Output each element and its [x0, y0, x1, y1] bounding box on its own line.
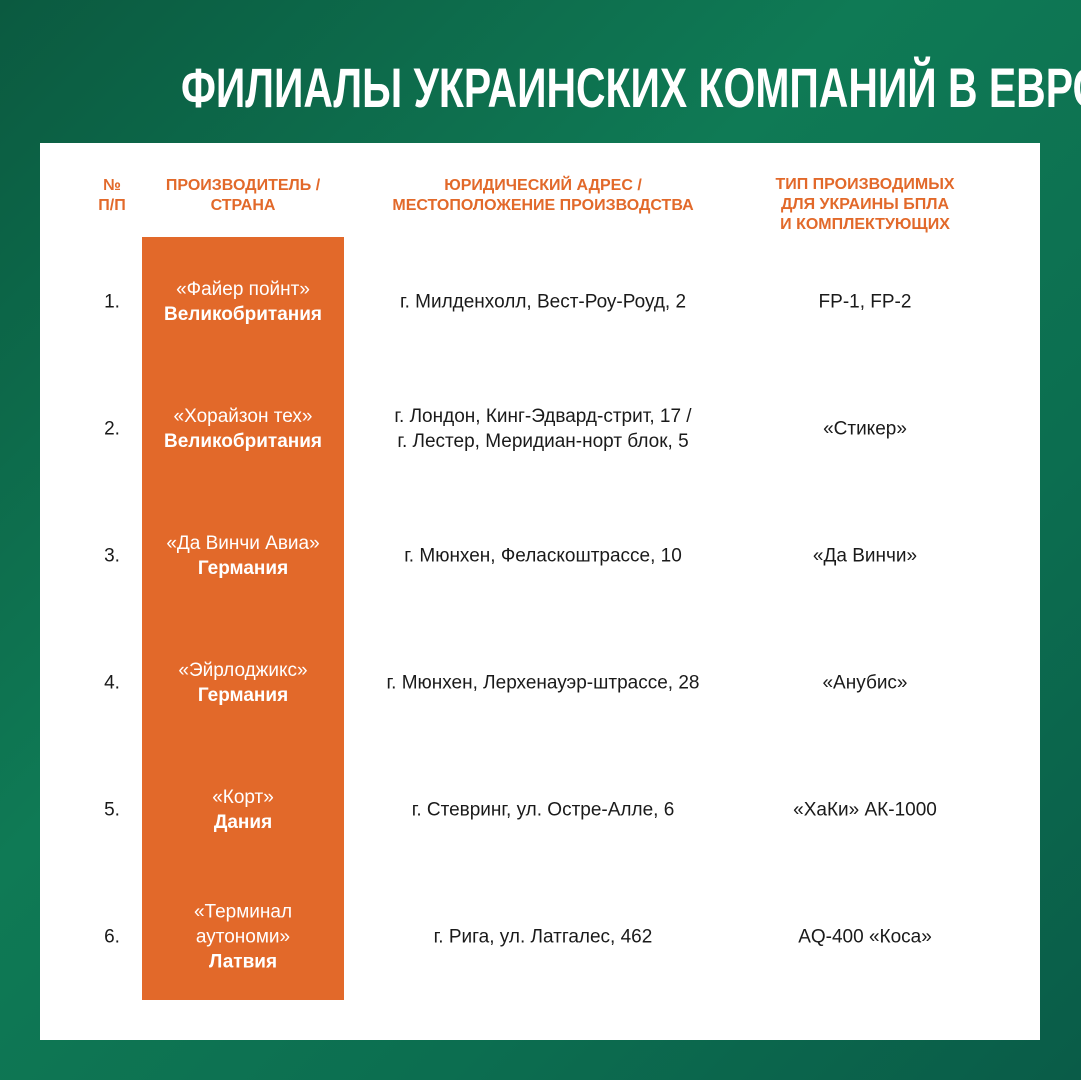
company-name: «Терминал [193, 901, 293, 923]
type-cell: «Да Винчи» [813, 544, 917, 569]
country: Германия [197, 558, 289, 579]
company-cell: «Хорайзон тех» Великобритания [164, 404, 322, 454]
address-cell: г. Милденхолл, Вест-Роу-Роуд, 2 [400, 290, 686, 315]
header-text: № [103, 177, 121, 194]
type-cell: «Стикер» [823, 417, 907, 442]
company-column-background [142, 237, 344, 1000]
header-text: И КОМПЛЕКТУЮЩИХ [780, 216, 950, 233]
company-name: «Корт» [212, 787, 274, 808]
type-text: FP-1, FP-2 [818, 291, 912, 313]
row-number-text: 5. [104, 799, 120, 821]
header-cell: ПРОИЗВОДИТЕЛЬ / СТРАНА [166, 176, 320, 216]
row-number-text: 1. [104, 291, 120, 313]
company-cell: «Терминал аутономи» Латвия [194, 900, 292, 975]
address-cell: г. Стевринг, ул. Остре-Алле, 6 [412, 798, 675, 823]
country: Германия [197, 685, 289, 706]
header-text: ПРОИЗВОДИТЕЛЬ / [165, 177, 321, 194]
address-cell: г. Лондон, Кинг-Эдвард-стрит, 17 / г. Лес… [394, 404, 691, 454]
title: ФИЛИАЛЫ УКРАИНСКИХ КОМПАНИЙ В ЕВРОПЕ [180, 56, 1081, 119]
company-name: аутономи» [195, 926, 291, 948]
header-text: СТРАНА [210, 197, 276, 214]
type-cell: FP-1, FP-2 [819, 290, 912, 315]
row-number-text: 2. [104, 418, 120, 440]
header-cell: № П/П [98, 176, 125, 216]
address-text: г. Лондон, Кинг-Эдвард-стрит, 17 / [394, 406, 692, 427]
title-box: ФИЛИАЛЫ УКРАИНСКИХ КОМПАНИЙ В ЕВРОПЕ [0, 58, 1081, 118]
address-text: г. Мюнхен, Лерхенауэр-штрассе, 28 [386, 672, 700, 694]
company-cell: «Да Винчи Авиа» Германия [166, 531, 319, 581]
address-cell: г. Рига, ул. Латгалес, 462 [434, 925, 653, 950]
type-cell: «ХаКи» АК-1000 [793, 798, 937, 823]
row-number: 2. [104, 417, 120, 442]
company-name: «Да Винчи Авиа» [166, 533, 320, 554]
company-name: «Файер пойнт» [176, 279, 310, 300]
type-text: «Анубис» [822, 672, 908, 694]
address-text: г. Рига, ул. Латгалес, 462 [433, 926, 653, 948]
header-text: МЕСТОПОЛОЖЕНИЕ ПРОИЗВОДСТВА [392, 197, 694, 214]
type-text: «Да Винчи» [812, 545, 918, 567]
row-number: 6. [104, 925, 120, 950]
country: Латвия [208, 951, 278, 973]
country: Великобритания [163, 304, 323, 325]
header-text: ДЛЯ УКРАИНЫ БПЛА [780, 196, 950, 213]
row-number-text: 6. [104, 926, 120, 948]
header-text: ТИП ПРОИЗВОДИМЫХ [775, 176, 955, 193]
company-cell: «Эйрлоджикс» Германия [178, 658, 307, 708]
table-panel: № П/П ПРОИЗВОДИТЕЛЬ / СТРАНА ЮРИДИЧЕСКИЙ АДР… [40, 143, 1040, 1040]
type-text: «ХаКи» АК-1000 [793, 799, 937, 821]
address-cell: г. Мюнхен, Лерхенауэр-штрассе, 28 [387, 671, 700, 696]
row-number: 3. [104, 544, 120, 569]
header-text: ЮРИДИЧЕСКИЙ АДРЕС / [444, 177, 642, 194]
company-name: «Эйрлоджикс» [178, 660, 308, 681]
header-cell: ЮРИДИЧЕСКИЙ АДРЕС / МЕСТОПОЛОЖЕНИЕ ПРОИЗВ… [392, 176, 693, 216]
type-cell: AQ-400 «Коса» [798, 925, 932, 950]
row-number-text: 4. [104, 672, 120, 694]
row-number: 4. [104, 671, 120, 696]
header-text: П/П [98, 197, 126, 214]
company-cell: «Корт» Дания [212, 785, 274, 835]
header-cell: ТИП ПРОИЗВОДИМЫХ ДЛЯ УКРАИНЫ БПЛА И КОМПЛЕ… [775, 175, 954, 235]
row-number-text: 3. [104, 545, 120, 567]
type-text: «Стикер» [823, 418, 907, 440]
address-text: г. Лестер, Меридиан-норт блок, 5 [397, 431, 689, 452]
row-number: 5. [104, 798, 120, 823]
company-name: «Хорайзон тех» [173, 406, 313, 427]
address-text: г. Мюнхен, Феласкоштрассе, 10 [404, 545, 682, 567]
type-text: AQ-400 «Коса» [798, 926, 932, 948]
type-cell: «Анубис» [822, 671, 907, 696]
address-cell: г. Мюнхен, Феласкоштрассе, 10 [404, 544, 682, 569]
country: Великобритания [163, 431, 323, 452]
address-text: г. Стевринг, ул. Остре-Алле, 6 [411, 799, 675, 821]
country: Дания [213, 812, 273, 833]
row-number: 1. [104, 290, 120, 315]
company-cell: «Файер пойнт» Великобритания [164, 277, 322, 327]
address-text: г. Милденхолл, Вест-Роу-Роуд, 2 [399, 291, 687, 313]
